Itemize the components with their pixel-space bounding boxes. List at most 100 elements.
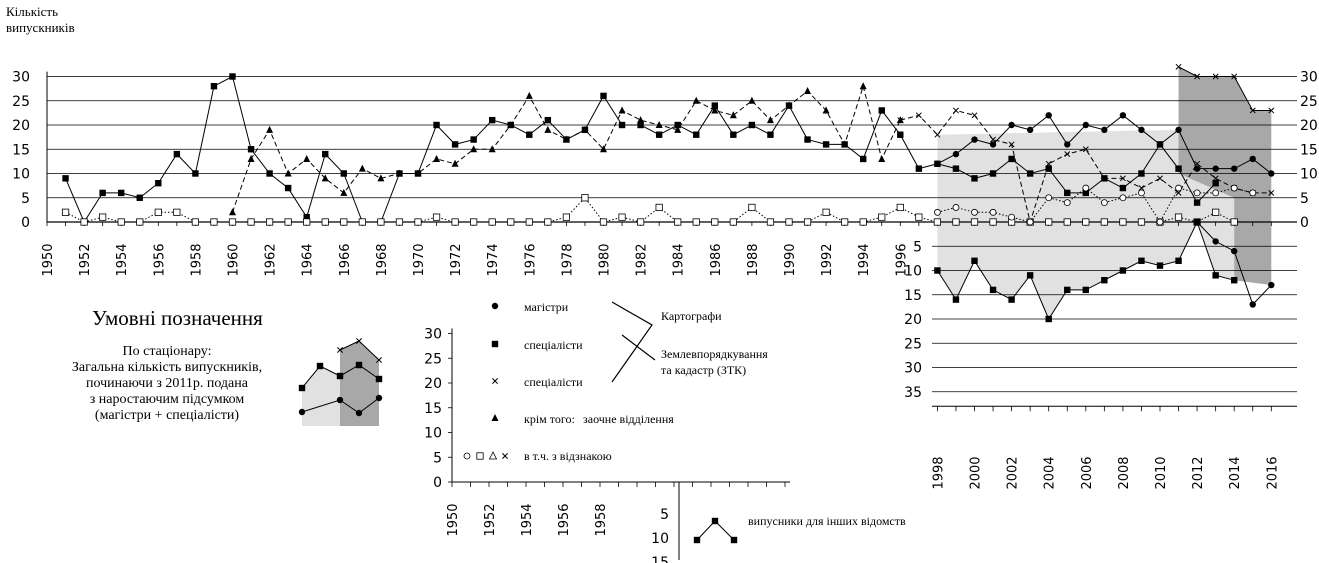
y-tick-label-right: 10: [1300, 167, 1318, 183]
x-tick-label: 1992: [820, 243, 835, 276]
point-square-open: [247, 218, 255, 226]
y-tick-label: 30: [12, 70, 30, 86]
cross-stroke: [1268, 189, 1275, 196]
lower-x-tick-label: 2004: [1043, 456, 1058, 489]
point-square-filled: [210, 83, 218, 90]
point-cross: [1175, 189, 1182, 196]
point-circle-open: [1100, 199, 1108, 207]
point-cross: [1119, 175, 1126, 182]
point-circle-open: [1008, 213, 1015, 221]
point-square-open: [803, 218, 812, 226]
point-circle-filled: [1119, 112, 1127, 119]
point-square-open: [321, 218, 329, 226]
point-square-filled: [1008, 155, 1015, 163]
point-square-filled: [1008, 296, 1015, 303]
point-square-filled: [711, 102, 718, 109]
point-triangle: [637, 116, 645, 124]
point-square-filled: [767, 131, 774, 138]
point-square-open: [1137, 218, 1146, 226]
point-square-filled: [433, 121, 440, 129]
point-square-open: [80, 218, 88, 226]
point-circle-filled: [1064, 141, 1071, 148]
point-circle-open: [1026, 218, 1034, 226]
point-square-filled: [1101, 277, 1108, 284]
mini-down-tick-label: 10: [651, 531, 669, 547]
point-square-open: [414, 218, 422, 226]
point-triangle: [711, 106, 719, 114]
point-circle-open: [1082, 184, 1090, 192]
series-layer: [61, 63, 1275, 323]
point-triangle: [896, 116, 904, 124]
point-cross: [1194, 160, 1201, 167]
point-square-open: [1212, 208, 1220, 216]
x-tick-label: 1994: [857, 243, 872, 276]
cross-stroke: [1212, 73, 1219, 80]
point-triangle: [859, 82, 867, 90]
x-tick-label: 1976: [523, 243, 538, 276]
point-square-filled: [336, 372, 344, 380]
point-triangle: [729, 111, 737, 119]
mini-y-tick-label: 25: [424, 351, 442, 367]
cross-stroke: [502, 453, 508, 459]
point-square-open: [655, 203, 663, 212]
point-circle-open: [1249, 189, 1257, 197]
point-circle-open: [1193, 189, 1201, 197]
point-circle-filled: [1268, 170, 1275, 177]
point-square-filled: [118, 189, 125, 197]
point-square-open: [154, 208, 162, 216]
point-square-filled: [934, 160, 941, 167]
point-square-filled: [1212, 180, 1219, 187]
point-square-filled: [1082, 189, 1089, 197]
point-triangle: [600, 145, 607, 153]
point-circle-filled: [989, 141, 997, 148]
y-tick-label: 25: [12, 94, 30, 110]
point-triangle: [470, 145, 478, 153]
x-tick-label: 1982: [635, 243, 650, 276]
point-circle-filled: [1045, 112, 1052, 119]
legend-note-line: (магістри + спеціалісти): [94, 408, 240, 423]
point-square-filled: [1156, 262, 1164, 269]
point-cross: [915, 112, 922, 119]
point-triangle: [674, 125, 682, 133]
point-triangle: [491, 414, 499, 421]
point-triangle: [451, 159, 459, 167]
point-circle-filled: [355, 409, 363, 417]
mini-x-tick-label: 1958: [594, 503, 609, 536]
legend-graphics: 0 5 10 15 20 25 30 1950 1952 1954 1956 1958 5 10 15 вип…: [298, 300, 906, 563]
point-square-open: [191, 218, 199, 226]
point-circle-filled: [375, 394, 383, 402]
point-circle-open: [1138, 189, 1145, 197]
x-tick-label: 1956: [152, 243, 167, 276]
point-triangle: [878, 154, 886, 162]
point-triangle: [766, 116, 774, 124]
cross-stroke: [1231, 73, 1238, 80]
series-square-filled: [934, 218, 1238, 323]
mini-down-tick-label: 15: [651, 555, 669, 563]
point-square-filled: [192, 170, 199, 177]
point-square-open: [785, 218, 793, 226]
y-tick-label-right: 25: [1300, 94, 1318, 110]
cross-stroke: [1008, 141, 1015, 148]
series-line: [900, 109, 1272, 224]
point-cross: [1082, 146, 1089, 153]
point-square-filled: [470, 136, 477, 143]
point-square-filled: [674, 121, 681, 129]
series-triangle-filled: [229, 82, 904, 216]
mini-x-tick-label: 1952: [483, 503, 498, 536]
point-square-open: [952, 218, 960, 226]
point-square-open: [470, 218, 478, 226]
point-cross: [376, 357, 382, 363]
point-square-filled: [952, 296, 960, 303]
point-triangle: [822, 106, 830, 114]
point-square-open: [933, 218, 942, 226]
lower-x-tick-label: 2016: [1265, 456, 1280, 489]
point-square-filled: [860, 155, 867, 163]
lower-x-tick-label: 2006: [1080, 456, 1095, 489]
point-triangle: [507, 121, 515, 128]
x-tick-label: 1988: [746, 243, 761, 276]
point-triangle: [655, 121, 663, 128]
point-circle-open: [1212, 189, 1220, 197]
point-square-open: [284, 218, 292, 226]
point-square-open: [692, 218, 700, 226]
point-triangle: [748, 96, 756, 104]
